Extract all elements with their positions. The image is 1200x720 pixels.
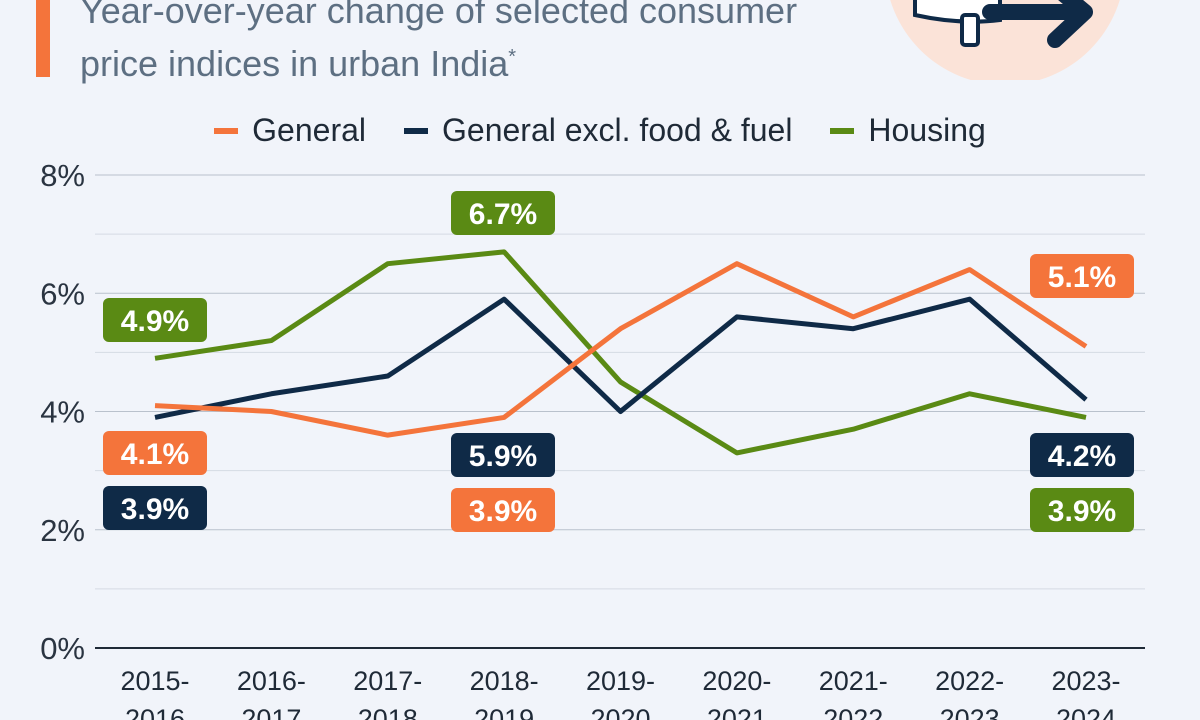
x-tick-label: 2019 bbox=[474, 704, 534, 720]
x-tick-label: 2021- bbox=[819, 666, 888, 696]
data-label: 3.9% bbox=[121, 493, 189, 526]
data-label-box bbox=[103, 298, 207, 342]
y-tick-label: 8% bbox=[40, 158, 85, 193]
y-tick-label: 0% bbox=[40, 631, 85, 666]
data-label-box bbox=[451, 191, 555, 235]
y-tick-label: 6% bbox=[40, 276, 85, 311]
data-label: 5.1% bbox=[1048, 261, 1116, 294]
y-tick-label: 4% bbox=[40, 395, 85, 430]
x-tick-label: 2022- bbox=[935, 666, 1004, 696]
data-label-box bbox=[451, 433, 555, 477]
data-label-box bbox=[1030, 488, 1134, 532]
data-label: 4.2% bbox=[1048, 440, 1116, 473]
legend-item-housing: Housing bbox=[830, 112, 986, 149]
data-label-box bbox=[103, 431, 207, 475]
x-tick-label: 2015- bbox=[120, 666, 189, 696]
y-tick-label: 2% bbox=[40, 513, 85, 548]
legend-label: Housing bbox=[868, 112, 986, 148]
title-accent-bar bbox=[36, 0, 50, 77]
price-tag-arrow-icon bbox=[890, 0, 1120, 80]
x-tick-label: 2022 bbox=[823, 704, 883, 720]
x-tick-label: 2021 bbox=[707, 704, 767, 720]
x-tick-label: 2016- bbox=[237, 666, 306, 696]
data-label: 3.9% bbox=[469, 495, 537, 528]
x-tick-label: 2016 bbox=[125, 704, 185, 720]
legend-label: General excl. food & fuel bbox=[442, 112, 793, 148]
legend-swatch bbox=[404, 127, 428, 134]
chart-title-text: Year-over-year change of selected consum… bbox=[80, 0, 798, 84]
data-label-box bbox=[1030, 433, 1134, 477]
data-label: 4.1% bbox=[121, 438, 189, 471]
x-tick-label: 2018- bbox=[470, 666, 539, 696]
x-tick-label: 2024 bbox=[1056, 704, 1116, 720]
legend-item-general: General bbox=[214, 112, 366, 149]
x-tick-label: 2023 bbox=[940, 704, 1000, 720]
legend-label: General bbox=[252, 112, 366, 148]
x-tick-label: 2017 bbox=[241, 704, 301, 720]
x-tick-label: 2017- bbox=[353, 666, 422, 696]
x-tick-label: 2020- bbox=[702, 666, 771, 696]
legend-swatch bbox=[214, 127, 239, 134]
data-label: 4.9% bbox=[121, 305, 189, 338]
legend-swatch bbox=[830, 127, 855, 134]
x-tick-label: 2018 bbox=[358, 704, 418, 720]
x-tick-label: 2019- bbox=[586, 666, 655, 696]
data-label-box bbox=[451, 488, 555, 532]
data-label-box bbox=[103, 486, 207, 530]
x-tick-label: 2023- bbox=[1051, 666, 1120, 696]
footnote-mark: * bbox=[508, 46, 517, 68]
data-label: 5.9% bbox=[469, 440, 537, 473]
x-tick-label: 2020 bbox=[590, 704, 650, 720]
chart-title: Year-over-year change of selected consum… bbox=[80, 0, 840, 87]
data-label: 3.9% bbox=[1048, 495, 1116, 528]
data-label-box bbox=[1030, 254, 1134, 298]
legend: General General excl. food & fuel Housin… bbox=[0, 112, 1200, 149]
legend-item-general-excl: General excl. food & fuel bbox=[404, 112, 792, 149]
data-label: 6.7% bbox=[469, 198, 537, 231]
